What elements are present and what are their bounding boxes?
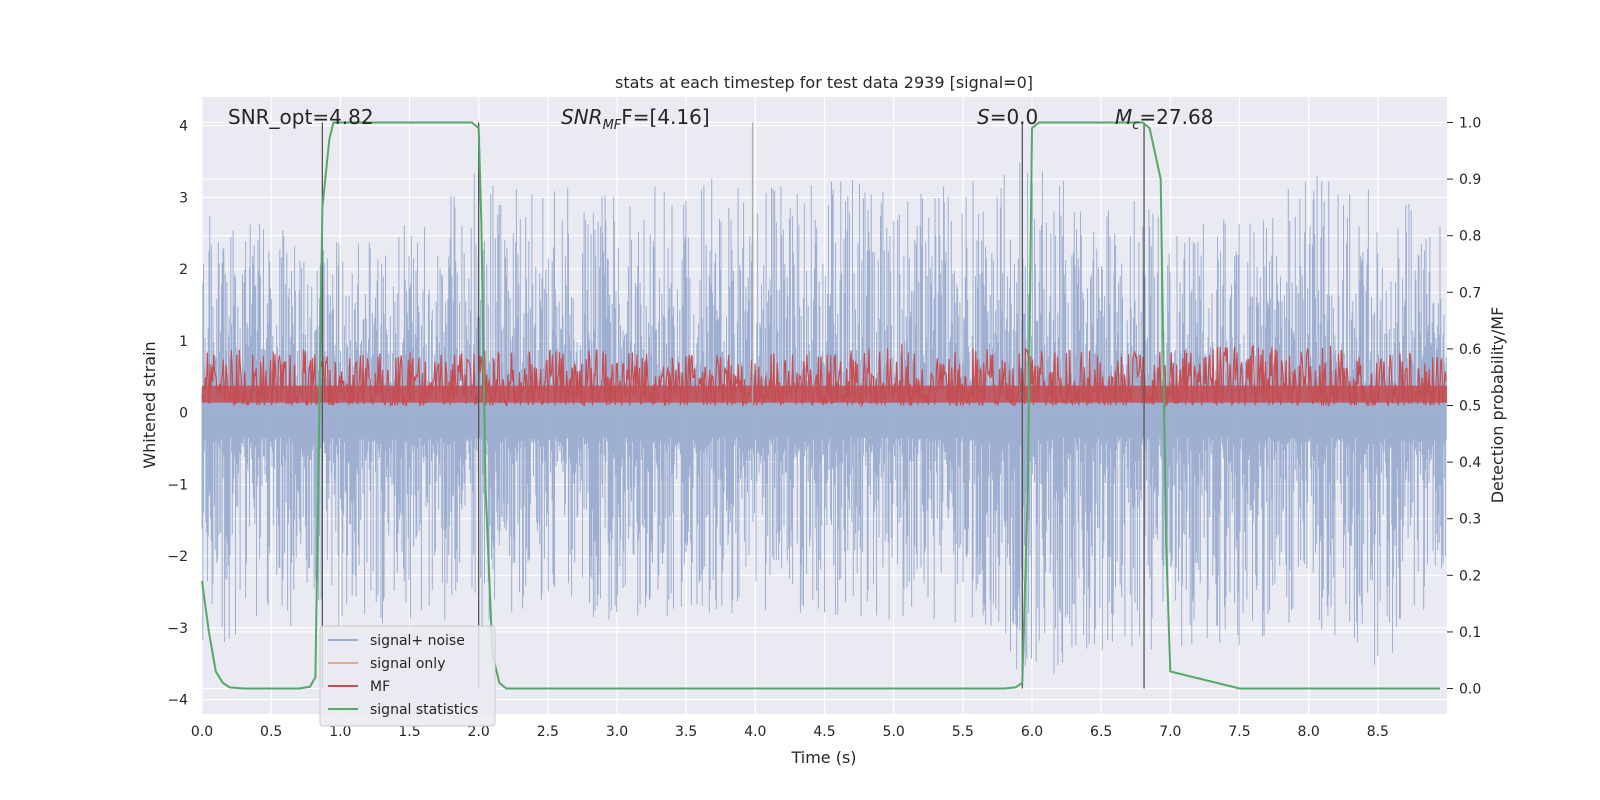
y-tick-label: 0 (179, 406, 188, 422)
legend-label: MF (370, 679, 390, 695)
y2-tick-label: 0.9 (1459, 172, 1481, 188)
legend-label: signal+ noise (370, 633, 465, 649)
y2-tick-label: 1.0 (1459, 115, 1481, 131)
annotation-s-rest: =0.0 (990, 105, 1039, 129)
x-tick-label: 5.0 (883, 724, 905, 740)
plot-layer (201, 121, 1447, 690)
annotation-snr-mf-sub: MF (603, 118, 622, 133)
x-tick-label: 3.0 (606, 724, 628, 740)
y-tick-label: 1 (179, 334, 188, 350)
annotation-snr-mf-main: SNR (561, 105, 603, 129)
y-axis-label: Whitened strain (140, 341, 159, 468)
x-tick-label: 0.5 (260, 724, 282, 740)
legend-item: MF (328, 679, 390, 695)
y-tick-label: −3 (167, 621, 188, 637)
x-tick-label: 8.5 (1367, 724, 1389, 740)
y2-tick-label: 0.1 (1459, 625, 1481, 641)
annotation-mc-rest: =27.68 (1139, 105, 1213, 129)
legend-box (319, 625, 496, 727)
legend-label: signal only (370, 656, 445, 672)
x-tick-label: 3.5 (675, 724, 697, 740)
x-tick-label: 4.5 (813, 724, 835, 740)
x-tick-label: 0.0 (191, 724, 213, 740)
y2-tick-label: 0.6 (1459, 342, 1481, 358)
x-tick-label: 2.0 (468, 724, 490, 740)
mf-core-band (202, 385, 1447, 403)
annotation-snr-opt: SNR_opt=4.82 (228, 105, 374, 129)
annotation-mc: Mc=27.68 (1115, 105, 1213, 133)
x-tick-label: 4.0 (744, 724, 766, 740)
annotation-snr-mf: SNRMFF=[4.16] (561, 105, 710, 133)
annotation-s: S=0.0 (977, 105, 1038, 129)
x-tick-label: 8.0 (1298, 724, 1320, 740)
annotation-s-main: S (977, 105, 990, 129)
x-tick-label: 7.5 (1228, 724, 1250, 740)
legend-item: signal statistics (328, 702, 478, 718)
legend-item: signal only (328, 656, 445, 672)
annotation-mc-sub: c (1132, 118, 1139, 133)
y-tick-label: 3 (179, 190, 188, 206)
axes-layer: 0.0 0.5 1.0 1.5 2.0 2.5 3.0 3.5 4.0 4.5 5.0 5.5 6.0 6… (167, 115, 1481, 740)
signal-statistics-series (201, 121, 1441, 690)
x-axis-label: Time (s) (790, 748, 856, 767)
y-tick-label: −2 (167, 549, 188, 565)
legend: signal+ noise signal only MF signal stat… (319, 625, 496, 727)
x-tick-label: 1.5 (398, 724, 420, 740)
chart-title: stats at each timestep for test data 293… (615, 73, 1033, 92)
legend-item: signal+ noise (328, 633, 465, 649)
y-tick-label: 4 (179, 119, 188, 135)
y2-tick-label: 0.7 (1459, 285, 1481, 301)
x-tick-label: 1.0 (329, 724, 351, 740)
x-tick-label: 5.5 (952, 724, 974, 740)
y2-tick-label: 0.0 (1459, 682, 1481, 698)
y-tick-label: −1 (167, 477, 188, 493)
x-tick-label: 2.5 (537, 724, 559, 740)
annotation-mc-main: M (1115, 105, 1132, 129)
x-tick-label: 6.0 (1021, 724, 1043, 740)
y2-tick-label: 0.3 (1459, 512, 1481, 528)
y-tick-label: −4 (167, 693, 188, 709)
y2-tick-label: 0.2 (1459, 568, 1481, 584)
y-tick-label: 2 (179, 262, 188, 278)
x-tick-label: 7.0 (1159, 724, 1181, 740)
y2-axis-label: Detection probability/MF (1488, 307, 1507, 504)
y2-tick-label: 0.5 (1459, 399, 1481, 415)
y2-tick-label: 0.4 (1459, 455, 1481, 471)
x-tick-label: 6.5 (1090, 724, 1112, 740)
annotation-snr-mf-rest: F=[4.16] (621, 105, 709, 129)
y2-tick-label: 0.8 (1459, 229, 1481, 245)
legend-label: signal statistics (370, 702, 478, 718)
